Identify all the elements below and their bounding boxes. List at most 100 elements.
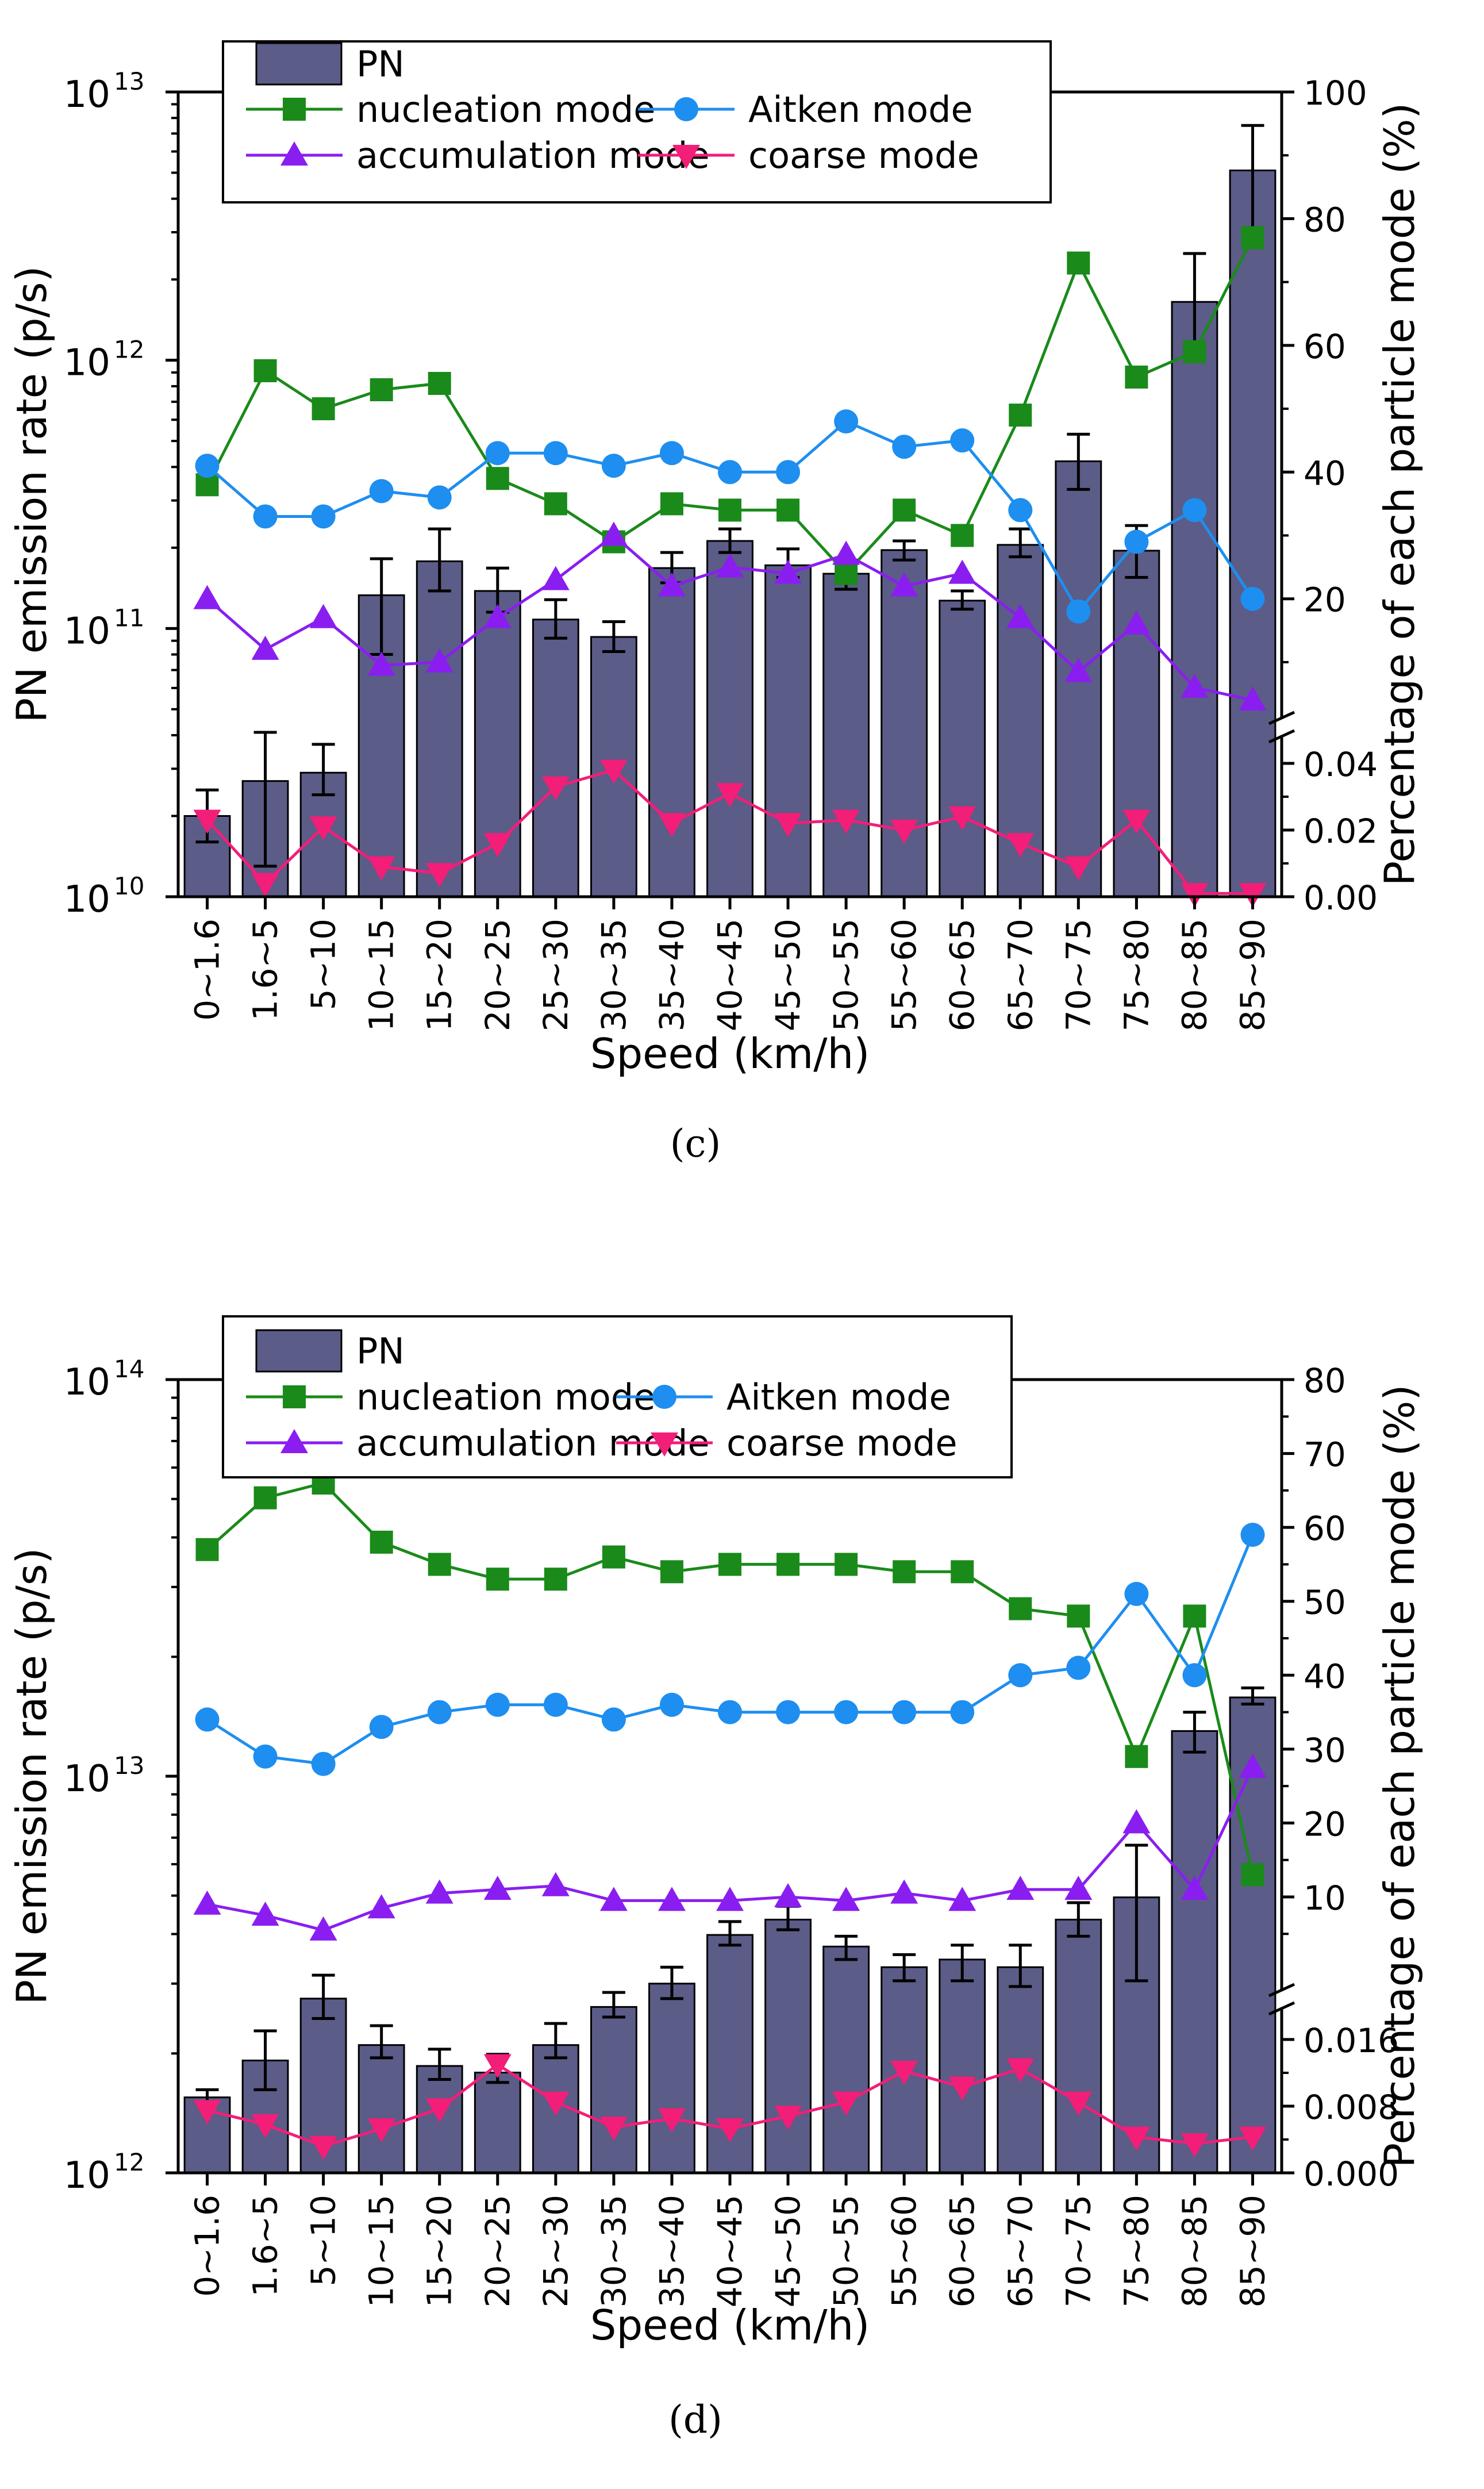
x-tick-label-5~10: 5~10 [304, 2195, 343, 2286]
x-tick-label-60~65: 60~65 [943, 919, 982, 1031]
point-aitken-60~65 [950, 1700, 975, 1724]
axis-break-mark [1268, 729, 1295, 744]
point-accumulation-20~25 [483, 1876, 512, 1900]
axis-break-mark [1268, 1983, 1295, 1998]
point-aitken-15~20 [427, 485, 452, 510]
x-tick-label-70~75: 70~75 [1059, 919, 1098, 1031]
right-tick-label: 50 [1304, 1583, 1346, 1622]
point-coarse-55~60 [890, 820, 918, 844]
x-tick-label-35~40: 35~40 [652, 919, 691, 1031]
point-nucleation-1.6~5 [253, 1486, 277, 1509]
point-accumulation-65~70 [1006, 1876, 1035, 1900]
x-axis-title: Speed (km/h) [590, 1030, 870, 1078]
point-nucleation-60~65 [951, 1560, 974, 1584]
bar-55~60 [881, 549, 928, 898]
point-nucleation-50~55 [835, 562, 858, 585]
point-nucleation-15~20 [428, 1553, 451, 1576]
point-accumulation-70~75 [1064, 658, 1093, 682]
point-accumulation-80~85 [1181, 1876, 1209, 1900]
point-coarse-15~20 [425, 2098, 453, 2123]
point-accumulation-40~45 [716, 1887, 744, 1911]
point-accumulation-25~30 [541, 1872, 570, 1896]
bar-75~80 [1113, 550, 1160, 898]
point-nucleation-0~1.6 [195, 1538, 219, 1561]
point-accumulation-85~90 [1239, 686, 1267, 711]
x-tick-label-30~35: 30~35 [594, 919, 633, 1031]
point-nucleation-70~75 [1067, 251, 1090, 275]
right-tick-label: 20 [1304, 581, 1346, 620]
right-tick-label: 0.04 [1304, 745, 1378, 784]
point-coarse-60~65 [948, 2076, 976, 2101]
point-accumulation-0~1.6 [193, 585, 221, 609]
point-accumulation-10~15 [367, 651, 395, 676]
right-tick-label: 0.008 [1304, 2088, 1399, 2127]
point-nucleation-65~70 [1009, 1597, 1032, 1620]
legend-marker-coarse [651, 1432, 678, 1457]
right-tick-label: 80 [1304, 1361, 1346, 1400]
point-accumulation-45~50 [774, 559, 802, 584]
point-accumulation-30~35 [599, 521, 628, 546]
point-nucleation-30~35 [602, 1545, 625, 1569]
point-nucleation-80~85 [1183, 340, 1206, 363]
point-accumulation-10~15 [367, 1894, 395, 1919]
right-tick-label: 70 [1304, 1435, 1346, 1474]
point-aitken-80~85 [1182, 1663, 1207, 1688]
x-tick-label-75~80: 75~80 [1117, 2195, 1156, 2307]
legend-marker-coarse [672, 145, 700, 169]
point-nucleation-15~20 [428, 371, 451, 395]
right-tick-label: 30 [1304, 1731, 1346, 1770]
bar-85~90 [1229, 169, 1277, 898]
point-coarse-20~25 [483, 833, 512, 858]
point-aitken-45~50 [776, 460, 801, 485]
point-accumulation-45~50 [774, 1883, 802, 1907]
x-tick-label-15~20: 15~20 [420, 2195, 459, 2307]
point-aitken-60~65 [950, 428, 975, 453]
point-aitken-1.6~5 [253, 1744, 278, 1769]
point-accumulation-5~10 [309, 604, 337, 628]
point-nucleation-85~90 [1241, 1863, 1264, 1887]
bar-70~75 [1055, 1918, 1102, 2174]
x-tick-label-55~60: 55~60 [885, 2195, 924, 2307]
legend-label-nucleation: nucleation mode [356, 89, 655, 130]
legend-marker-accumulation [280, 1429, 308, 1453]
x-tick-label-80~85: 80~85 [1175, 919, 1214, 1031]
figure-caption: (c) [670, 1121, 721, 1166]
point-nucleation-75~80 [1125, 365, 1148, 389]
bar-25~30 [532, 619, 579, 898]
axis-break-mark [1268, 2001, 1295, 2016]
point-coarse-0~1.6 [193, 809, 221, 834]
point-accumulation-0~1.6 [193, 1890, 221, 1915]
legend-marker-nucleation [283, 1385, 306, 1408]
left-tick-label-exponent: 12 [114, 336, 144, 364]
left-tick-label: 10 [64, 1758, 110, 1800]
point-nucleation-70~75 [1067, 1604, 1090, 1628]
point-nucleation-10~15 [370, 1530, 393, 1554]
legend-swatch-pn [255, 42, 343, 86]
point-coarse-70~75 [1064, 856, 1093, 881]
left-tick-label-exponent: 11 [114, 604, 144, 632]
point-coarse-40~45 [716, 2118, 744, 2143]
left-tick-label-exponent: 10 [114, 872, 144, 900]
legend-label-coarse: coarse mode [748, 135, 979, 176]
legend-label-pn: PN [356, 1330, 405, 1372]
point-nucleation-60~65 [951, 524, 974, 547]
point-accumulation-75~80 [1122, 610, 1151, 635]
point-aitken-80~85 [1182, 498, 1207, 523]
bar-50~55 [822, 1945, 870, 2174]
point-aitken-45~50 [776, 1700, 801, 1724]
point-nucleation-55~60 [893, 1560, 916, 1584]
point-nucleation-5~10 [312, 397, 335, 421]
point-nucleation-35~40 [660, 492, 683, 516]
point-aitken-30~35 [601, 454, 626, 478]
point-aitken-30~35 [601, 1707, 626, 1732]
point-coarse-85~90 [1239, 883, 1267, 908]
bar-45~50 [764, 564, 812, 898]
point-coarse-45~50 [774, 813, 802, 838]
bar-60~65 [939, 1958, 986, 2174]
point-aitken-65~70 [1008, 1663, 1033, 1688]
point-aitken-70~75 [1066, 1656, 1091, 1680]
point-accumulation-40~45 [716, 553, 744, 578]
point-nucleation-1.6~5 [253, 359, 277, 382]
